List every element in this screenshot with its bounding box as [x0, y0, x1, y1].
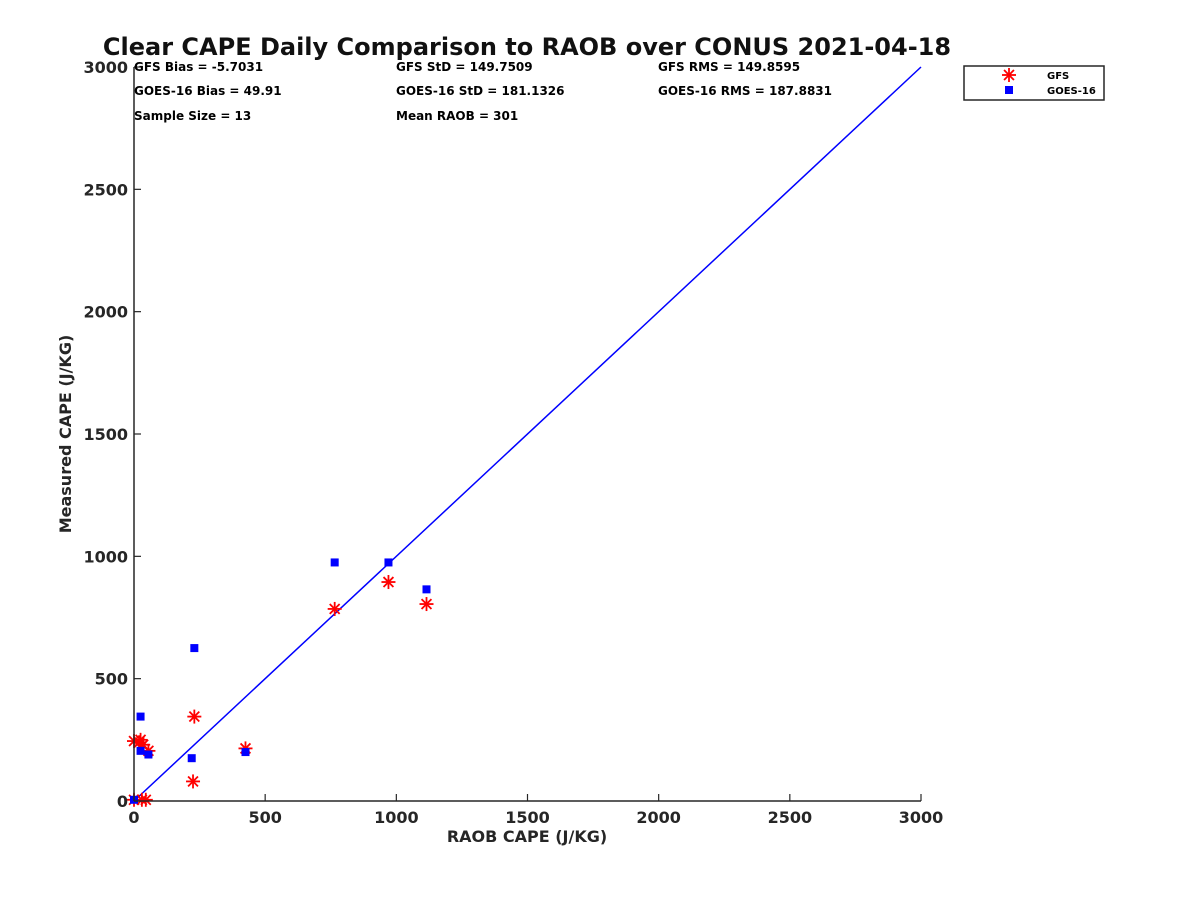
- stat-gfs-rms: GFS RMS = 149.8595: [658, 60, 800, 74]
- x-tick-label: 0: [128, 808, 139, 827]
- y-tick-label: 3000: [83, 58, 128, 77]
- stat-goes-std: GOES-16 StD = 181.1326: [396, 84, 565, 98]
- y-tick-label: 1500: [83, 425, 128, 444]
- y-axis-label: Measured CAPE (J/KG): [56, 335, 75, 534]
- data-point-goes-16: [241, 748, 250, 757]
- legend-label-gfs: GFS: [1047, 71, 1069, 82]
- y-tick-label: 2000: [83, 303, 128, 322]
- stat-goes-bias: GOES-16 Bias = 49.91: [134, 84, 282, 98]
- one-to-one-reference-line: [133, 66, 922, 802]
- y-tick-label: 2500: [83, 180, 128, 199]
- data-point-gfs: [186, 774, 201, 789]
- stat-mean-raob: Mean RAOB = 301: [396, 109, 518, 123]
- chart-title: Clear CAPE Daily Comparison to RAOB over…: [103, 33, 951, 61]
- legend: GFS GOES-16: [963, 65, 1105, 101]
- stat-goes-rms: GOES-16 RMS = 187.8831: [658, 84, 832, 98]
- x-axis-label: RAOB CAPE (J/KG): [447, 827, 607, 846]
- y-tick-label: 1000: [83, 547, 128, 566]
- data-point-goes-16: [136, 712, 145, 721]
- stat-sample-size: Sample Size = 13: [134, 109, 251, 123]
- data-point-goes-16: [422, 585, 431, 594]
- legend-box: [963, 65, 1105, 101]
- data-point-gfs: [381, 575, 396, 590]
- x-tick-label: 3000: [899, 808, 944, 827]
- y-tick-label: 500: [95, 670, 128, 689]
- legend-marker-gfs: [1002, 68, 1016, 82]
- x-tick-label: 2000: [636, 808, 681, 827]
- x-tick-label: 1000: [374, 808, 419, 827]
- data-point-goes-16: [187, 754, 196, 763]
- data-point-goes-16: [144, 750, 153, 759]
- data-point-goes-16: [384, 558, 393, 567]
- data-point-gfs: [187, 709, 202, 724]
- data-point-gfs: [419, 597, 434, 612]
- data-point-gfs: [138, 792, 153, 807]
- y-tick-label: 0: [117, 792, 128, 811]
- data-point-goes-16: [190, 644, 199, 653]
- stat-gfs-bias: GFS Bias = -5.7031: [134, 60, 263, 74]
- x-tick-label: 500: [248, 808, 281, 827]
- legend-label-goes-16: GOES-16: [1047, 86, 1096, 97]
- data-point-goes-16: [330, 558, 339, 567]
- x-tick-label: 2500: [768, 808, 813, 827]
- data-point-gfs: [327, 601, 342, 616]
- stat-gfs-std: GFS StD = 149.7509: [396, 60, 533, 74]
- x-tick-label: 1500: [505, 808, 550, 827]
- data-point-goes-16: [136, 746, 145, 755]
- legend-marker-goes-16: [1005, 86, 1013, 94]
